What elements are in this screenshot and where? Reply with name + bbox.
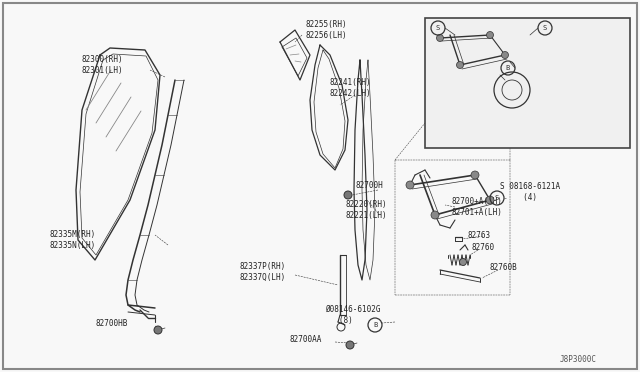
Text: 82700+A(RH)
82701+A(LH): 82700+A(RH) 82701+A(LH): [452, 197, 503, 217]
Circle shape: [471, 171, 479, 179]
Circle shape: [406, 181, 414, 189]
Text: 82700(RH)
82701(LH): 82700(RH) 82701(LH): [462, 48, 500, 62]
Circle shape: [431, 211, 439, 219]
Text: S 08168-6121A
     (4): S 08168-6121A (4): [500, 182, 560, 202]
Circle shape: [486, 196, 494, 204]
Circle shape: [436, 35, 444, 42]
Text: S: S: [543, 25, 547, 31]
Text: 82763: 82763: [467, 231, 490, 240]
Text: 82335M(RH)
82335N(LH): 82335M(RH) 82335N(LH): [50, 230, 96, 250]
Text: J8P3000C: J8P3000C: [560, 356, 597, 365]
Text: 82300(RH)
82301(LH): 82300(RH) 82301(LH): [82, 55, 124, 75]
Text: S: S: [495, 195, 499, 201]
Bar: [425, 18, 630, 148]
Text: Ø08146-6102G
   (8): Ø08146-6102G (8): [325, 305, 381, 325]
Text: 82700HB: 82700HB: [95, 320, 127, 328]
Circle shape: [502, 51, 509, 58]
Text: 08310-61612
  (6): 08310-61612 (6): [428, 28, 475, 42]
Text: 82220(RH)
82221(LH): 82220(RH) 82221(LH): [345, 200, 387, 220]
Text: 82337P(RH)
82337Q(LH): 82337P(RH) 82337Q(LH): [240, 262, 286, 282]
Circle shape: [154, 326, 162, 334]
Text: 82255(RH)
82256(LH): 82255(RH) 82256(LH): [305, 20, 347, 40]
Text: 82241(RH)
82242(LH): 82241(RH) 82242(LH): [330, 78, 372, 98]
Circle shape: [344, 191, 352, 199]
Circle shape: [456, 61, 463, 68]
Text: 08146-6102G
   (8): 08146-6102G (8): [515, 60, 562, 74]
Circle shape: [486, 32, 493, 38]
Text: 82700H: 82700H: [355, 180, 383, 189]
Text: 82700AA: 82700AA: [290, 336, 323, 344]
Text: S: S: [436, 25, 440, 31]
Text: B: B: [373, 322, 377, 328]
Text: 82760: 82760: [472, 244, 495, 253]
Circle shape: [346, 341, 354, 349]
Circle shape: [460, 259, 467, 266]
Text: 82752(RH)
82753(LH): 82752(RH) 82753(LH): [520, 81, 558, 95]
Text: 08168-6121A
  (4): 08168-6121A (4): [548, 20, 595, 34]
Text: B: B: [506, 65, 510, 71]
Text: F/POWER WINDOWS: F/POWER WINDOWS: [428, 17, 501, 26]
Text: 82760B: 82760B: [490, 263, 518, 272]
